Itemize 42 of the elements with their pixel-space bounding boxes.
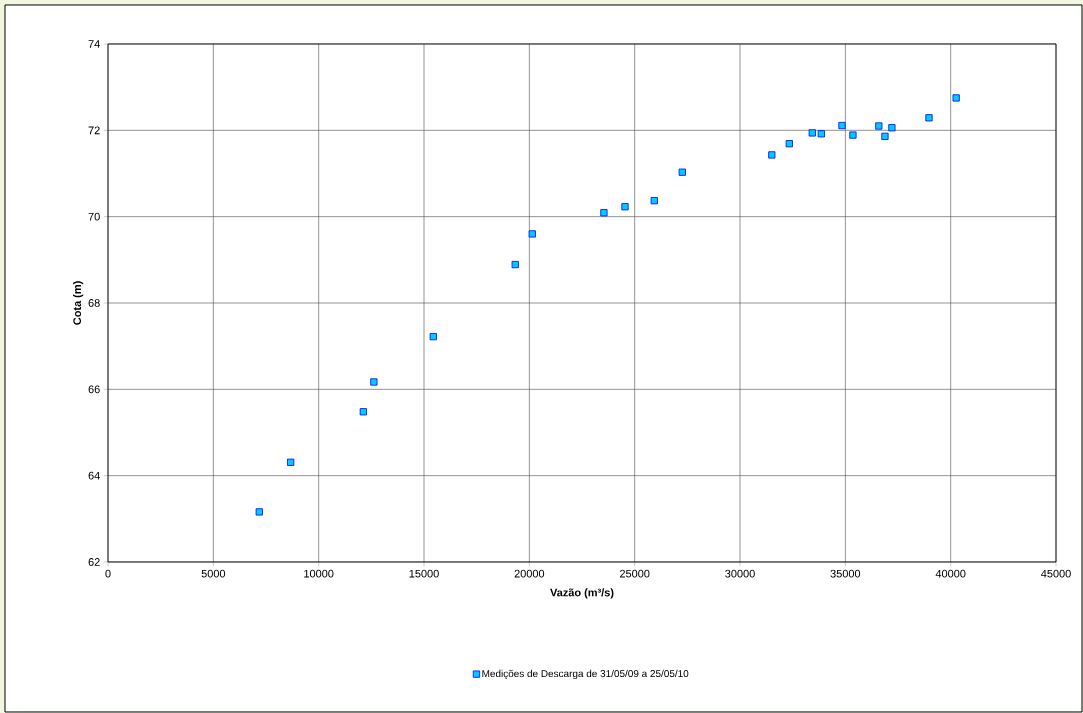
point (808, 129, 816, 137)
point (287, 458, 295, 466)
point (429, 333, 437, 341)
y-tick-label: 66 (88, 385, 100, 394)
point (600, 209, 608, 217)
y-tick-label: 74 (88, 40, 100, 48)
x-axis-title: Vazão (m³/s) (550, 588, 614, 599)
x-tick-label: 0 (105, 569, 111, 578)
point (888, 124, 896, 132)
x-tick-label: 35000 (830, 569, 861, 578)
x-tick-label: 10000 (304, 569, 334, 578)
y-axis-title: Cota (m) (73, 281, 84, 325)
point (370, 378, 378, 386)
point (838, 121, 846, 130)
point (678, 168, 686, 176)
x-tick-label: 45000 (1041, 569, 1071, 578)
x-tick-label: 15000 (409, 569, 439, 578)
y-tick-label: 70 (88, 212, 100, 221)
x-tick-label: 20000 (514, 569, 545, 578)
y-tick-label: 62 (88, 558, 100, 566)
legend-label: Medições de Descarga de 31/05/09 a 25/05/10 (482, 669, 689, 680)
point (875, 122, 883, 130)
point (511, 260, 519, 269)
x-tick-label: 5000 (201, 569, 226, 578)
point (621, 203, 629, 211)
point (768, 151, 776, 159)
point (255, 508, 263, 516)
x-tick-label: 30000 (725, 569, 755, 578)
x-tick-label: 25000 (619, 569, 650, 578)
point (881, 132, 889, 140)
point (785, 140, 793, 148)
y-tick-label: 72 (88, 126, 100, 135)
point (359, 408, 367, 416)
point (817, 130, 825, 138)
point (849, 131, 857, 139)
point (925, 114, 933, 122)
x-tick-label: 40000 (935, 569, 966, 578)
point (952, 94, 960, 102)
point (528, 230, 536, 238)
y-tick-label: 64 (88, 471, 100, 480)
point (650, 197, 658, 205)
y-tick-label: 68 (88, 299, 100, 307)
